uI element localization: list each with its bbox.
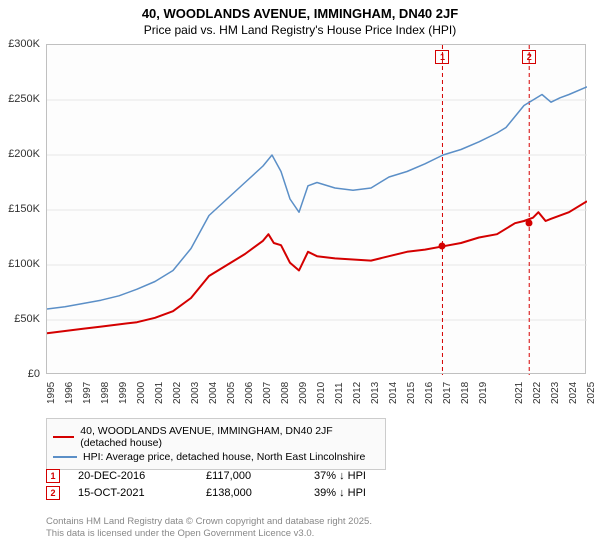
legend-label: 40, WOODLANDS AVENUE, IMMINGHAM, DN40 2J…	[80, 425, 379, 449]
footnote: Contains HM Land Registry data © Crown c…	[46, 516, 586, 541]
sale-record-price: £117,000	[206, 470, 296, 482]
x-tick-label: 2019	[478, 382, 489, 404]
title-block: 40, WOODLANDS AVENUE, IMMINGHAM, DN40 2J…	[0, 0, 600, 41]
sale-record-delta: 39% ↓ HPI	[314, 487, 366, 499]
sale-records-table: 1 20-DEC-2016 £117,000 37% ↓ HPI 2 15-OCT-202…	[46, 466, 586, 503]
legend-row: 40, WOODLANDS AVENUE, IMMINGHAM, DN40 2J…	[53, 425, 379, 449]
legend: 40, WOODLANDS AVENUE, IMMINGHAM, DN40 2J…	[46, 418, 386, 470]
chart-plot-area: 12	[46, 44, 586, 374]
sale-record-date: 20-DEC-2016	[78, 470, 188, 482]
chart-container: 40, WOODLANDS AVENUE, IMMINGHAM, DN40 2J…	[0, 0, 600, 560]
sale-record-row: 2 15-OCT-2021 £138,000 39% ↓ HPI	[46, 486, 586, 500]
chart-point-dot	[439, 243, 446, 250]
y-tick-label: £100K	[8, 258, 40, 270]
footnote-line: Contains HM Land Registry data © Crown c…	[46, 516, 586, 528]
sale-record-delta: 37% ↓ HPI	[314, 470, 366, 482]
x-tick-label: 2010	[316, 382, 327, 404]
x-tick-label: 2018	[460, 382, 471, 404]
y-tick-label: £300K	[8, 38, 40, 50]
x-tick-label: 2004	[208, 382, 219, 404]
chart-subtitle: Price paid vs. HM Land Registry's House …	[0, 23, 600, 37]
x-axis-labels: 1995 1996 1997 1998 1999 2000 2001 2002 2003 2004…	[46, 376, 586, 416]
sale-record-row: 1 20-DEC-2016 £117,000 37% ↓ HPI	[46, 469, 586, 483]
x-tick-label: 1998	[100, 382, 111, 404]
sale-record-price: £138,000	[206, 487, 296, 499]
x-tick-label: 2005	[226, 382, 237, 404]
x-tick-label: 2012	[352, 382, 363, 404]
x-tick-label: 2016	[424, 382, 435, 404]
legend-swatch	[53, 436, 74, 438]
legend-label: HPI: Average price, detached house, Nort…	[83, 451, 365, 463]
chart-svg	[47, 45, 587, 375]
chart-marker-label: 1	[435, 50, 449, 64]
sale-record-marker: 1	[46, 469, 60, 483]
legend-row: HPI: Average price, detached house, Nort…	[53, 451, 379, 463]
x-tick-label: 2025	[586, 382, 597, 404]
x-tick-label: 1997	[82, 382, 93, 404]
x-tick-label: 1995	[46, 382, 57, 404]
y-tick-label: £250K	[8, 93, 40, 105]
x-tick-label: 1996	[64, 382, 75, 404]
x-tick-label: 2014	[388, 382, 399, 404]
y-tick-label: £200K	[8, 148, 40, 160]
x-tick-label: 2023	[550, 382, 561, 404]
footnote-line: This data is licensed under the Open Gov…	[46, 528, 586, 540]
chart-title: 40, WOODLANDS AVENUE, IMMINGHAM, DN40 2J…	[0, 6, 600, 21]
chart-point-dot	[526, 220, 533, 227]
x-tick-label: 2006	[244, 382, 255, 404]
x-tick-label: 2013	[370, 382, 381, 404]
y-tick-label: £50K	[14, 313, 40, 325]
x-tick-label: 2009	[298, 382, 309, 404]
chart-marker-label: 2	[522, 50, 536, 64]
y-tick-label: £0	[28, 368, 40, 380]
x-tick-label: 2007	[262, 382, 273, 404]
x-tick-label: 2017	[442, 382, 453, 404]
x-tick-label: 2021	[514, 382, 525, 404]
y-tick-label: £150K	[8, 203, 40, 215]
sale-record-date: 15-OCT-2021	[78, 487, 188, 499]
legend-swatch	[53, 456, 77, 458]
x-tick-label: 2024	[568, 382, 579, 404]
x-tick-label: 1999	[118, 382, 129, 404]
x-tick-label: 2015	[406, 382, 417, 404]
x-tick-label: 2008	[280, 382, 291, 404]
x-tick-label: 2022	[532, 382, 543, 404]
sale-record-marker: 2	[46, 486, 60, 500]
x-tick-label: 2000	[136, 382, 147, 404]
x-tick-label: 2001	[154, 382, 165, 404]
x-tick-label: 2002	[172, 382, 183, 404]
x-tick-label: 2003	[190, 382, 201, 404]
x-tick-label: 2011	[334, 382, 345, 404]
y-axis-labels: £0£50K£100K£150K£200K£250K£300K	[0, 44, 44, 374]
